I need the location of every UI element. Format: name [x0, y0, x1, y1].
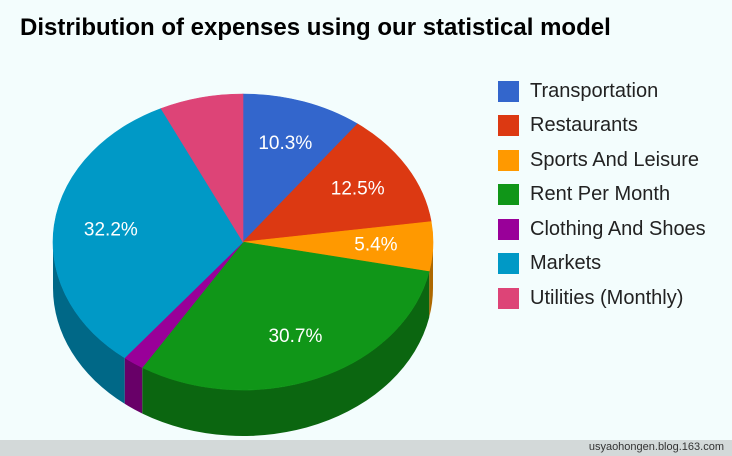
pie-slice-restaurants — [242, 123, 432, 243]
legend-swatch — [498, 218, 519, 240]
pie-slice-transportation — [242, 93, 359, 243]
pie-side-walls — [53, 242, 433, 436]
legend-item-markets: Markets — [498, 247, 706, 282]
pie-side-markets — [53, 242, 125, 404]
pie-side-clothing-and-shoes — [124, 357, 143, 414]
legend-label: Markets — [530, 252, 602, 275]
legend-swatch — [498, 149, 519, 171]
pie-label-markets: 32.2% — [84, 219, 138, 240]
legend-swatch — [498, 253, 519, 275]
legend-label: Rent Per Month — [530, 183, 671, 206]
legend-item-clothing-and-shoes: Clothing And Shoes — [498, 212, 706, 247]
legend-label: Transportation — [530, 79, 659, 102]
legend-item-rent-per-month: Rent Per Month — [498, 178, 706, 213]
legend-swatch — [498, 115, 519, 137]
footer-bar: usyaohongen.blog.163.com — [0, 440, 732, 456]
pie-slice-rent-per-month — [141, 241, 430, 391]
legend-item-utilities-monthly: Utilities (Monthly) — [498, 281, 706, 316]
chart-title: Distribution of expenses using our stati… — [20, 14, 611, 41]
pie-side-rent-per-month — [142, 271, 430, 436]
legend-label: Clothing And Shoes — [530, 217, 706, 240]
pie-chart: 10.3% 12.5% 5.4% 30.7% 32.2% — [52, 93, 434, 436]
legend-label: Restaurants — [530, 114, 638, 137]
legend-item-restaurants: Restaurants — [498, 109, 706, 144]
pie-side-sports-and-leisure — [429, 242, 433, 318]
legend-swatch — [498, 184, 519, 206]
watermark: usyaohongen.blog.163.com — [588, 441, 724, 453]
pie-slice-utilities-monthly — [160, 93, 244, 244]
legend-swatch — [498, 80, 519, 102]
pie-label-sports-and-leisure: 5.4% — [354, 234, 397, 255]
legend-item-sports-and-leisure: Sports And Leisure — [498, 143, 706, 178]
pie-label-transportation: 10.3% — [258, 133, 312, 154]
pie-slice-markets — [52, 108, 244, 359]
pie-data-labels: 10.3% 12.5% 5.4% 30.7% 32.2% — [84, 133, 398, 347]
legend-swatch — [498, 287, 519, 309]
pie-top-slices — [52, 93, 434, 391]
pie-label-rent-per-month: 30.7% — [268, 326, 322, 347]
legend-label: Sports And Leisure — [530, 148, 699, 171]
legend-item-transportation: Transportation — [498, 74, 706, 109]
legend: Transportation Restaurants Sports And Leis… — [498, 74, 706, 316]
legend-label: Utilities (Monthly) — [530, 286, 684, 309]
pie-label-restaurants: 12.5% — [331, 179, 385, 200]
